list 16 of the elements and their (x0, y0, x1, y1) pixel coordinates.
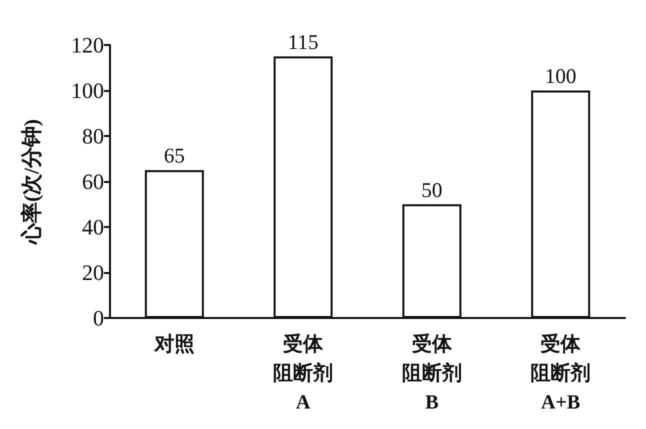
y-axis-title: 心率(次/分钟) (20, 119, 44, 245)
y-tick-label: 0 (93, 306, 104, 330)
x-tick-label: 受体阻断剂A+B (530, 332, 591, 414)
x-tick-label: 对照 (153, 334, 194, 356)
y-tick-label: 20 (82, 260, 104, 285)
data-label: 50 (421, 178, 442, 202)
x-tick-label: 受体阻断剂A (273, 332, 334, 414)
x-tick-label: 受体阻断剂B (402, 332, 462, 414)
y-tick-label: 120 (71, 32, 104, 58)
data-label: 100 (544, 64, 576, 88)
data-label: 65 (164, 144, 185, 168)
y-tick-label: 60 (82, 169, 104, 194)
y-tick-label: 80 (82, 124, 104, 148)
y-tick-label: 40 (82, 214, 104, 240)
data-label: 115 (288, 30, 318, 54)
y-tick-label: 100 (71, 78, 104, 103)
